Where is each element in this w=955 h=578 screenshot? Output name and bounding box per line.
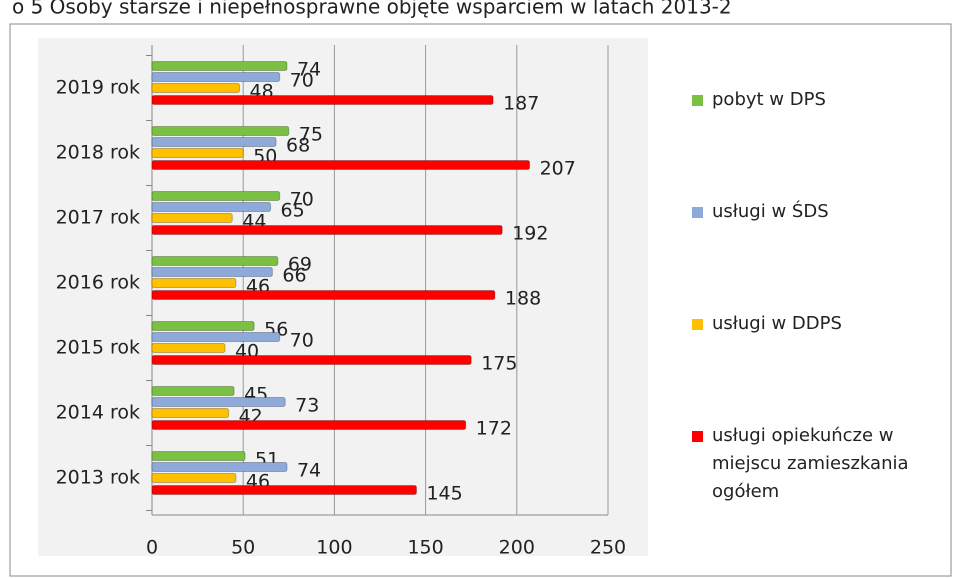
y-tick-label: 2019 rok (56, 77, 140, 99)
bar (151, 72, 281, 82)
data-label: 175 (481, 353, 517, 375)
y-tick-label: 2016 rok (56, 272, 140, 294)
bar (151, 355, 472, 365)
bar (151, 202, 272, 212)
bar (151, 61, 288, 71)
bar (151, 485, 417, 495)
data-label: 65 (281, 200, 305, 222)
bar (151, 321, 255, 331)
legend-label: usługi w ŚDS (712, 201, 829, 222)
data-label: 70 (290, 189, 314, 211)
data-label: 188 (505, 288, 541, 310)
bar (151, 148, 244, 158)
data-label: 70 (290, 70, 314, 92)
legend-label: usługi w DDPS (712, 313, 842, 334)
bar (151, 343, 226, 353)
legend-label: usługi opiekuńcze w miejscu zamieszkania… (712, 425, 909, 502)
legend-swatch (692, 431, 703, 442)
y-tick-label: 2013 rok (56, 467, 140, 489)
data-label: 172 (476, 418, 512, 440)
legend-swatch (692, 319, 703, 330)
bar (151, 256, 279, 266)
bar (151, 137, 277, 147)
bar (151, 95, 494, 105)
legend-swatch (692, 95, 703, 106)
data-label: 73 (295, 395, 319, 417)
bar (151, 267, 273, 277)
data-label: 192 (512, 223, 548, 245)
bar (151, 462, 288, 472)
legend-swatch (692, 207, 703, 218)
bar (151, 473, 237, 483)
bar (151, 386, 235, 396)
bar (151, 83, 241, 93)
bar (151, 278, 237, 288)
bar (151, 213, 233, 223)
bar (151, 332, 281, 342)
bar (151, 160, 531, 170)
bar (151, 225, 503, 235)
chart-title: o 5 Osoby starsze i niepełnosprawne obję… (12, 0, 732, 19)
data-label: 145 (426, 483, 462, 505)
x-tick-label: 50 (231, 537, 255, 559)
x-tick-label: 0 (146, 537, 158, 559)
bar (151, 451, 246, 461)
x-tick-label: 100 (316, 537, 352, 559)
x-tick-label: 200 (499, 537, 535, 559)
y-tick-label: 2014 rok (56, 402, 140, 424)
data-label: 66 (282, 265, 306, 287)
data-label: 75 (299, 124, 323, 146)
data-label: 74 (297, 460, 321, 482)
bar (151, 408, 230, 418)
bar (151, 290, 496, 300)
bar (151, 126, 290, 136)
data-label: 70 (290, 330, 314, 352)
data-label: 74 (297, 59, 321, 81)
data-label: 68 (286, 135, 310, 157)
x-tick-label: 150 (407, 537, 443, 559)
data-label: 207 (540, 158, 576, 180)
data-label: 187 (503, 93, 539, 115)
data-label: 69 (288, 254, 312, 276)
legend-label: pobyt w DPS (712, 89, 826, 110)
y-tick-label: 2015 rok (56, 337, 140, 359)
bar (151, 397, 286, 407)
y-tick-label: 2018 rok (56, 142, 140, 164)
y-tick-label: 2017 rok (56, 207, 140, 229)
bar (151, 191, 281, 201)
bar (151, 420, 467, 430)
x-tick-label: 250 (590, 537, 626, 559)
